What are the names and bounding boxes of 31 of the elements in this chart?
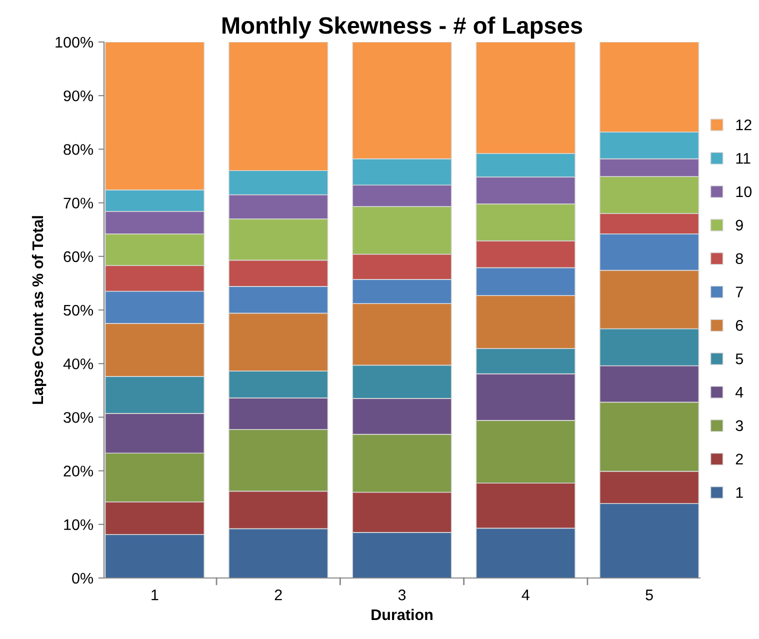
- y-tick-label: 80%: [64, 144, 94, 155]
- legend-label: 1: [736, 487, 743, 498]
- legend-label: 11: [736, 153, 750, 164]
- legend-label: 10: [736, 186, 752, 198]
- y-axis-title: Lapse Count as % of Total: [32, 216, 46, 404]
- x-tick-label: 1: [152, 590, 158, 600]
- legend-label: 9: [736, 220, 743, 231]
- legend-label: 12: [736, 120, 752, 130]
- legend-label: 8: [736, 253, 743, 264]
- legend-label: 4: [735, 387, 744, 398]
- y-tick-label: 10%: [64, 519, 94, 530]
- y-tick-label: 100%: [56, 36, 94, 48]
- x-tick-label: 2: [274, 590, 282, 600]
- legend-label: 7: [736, 286, 743, 298]
- legend-label: 6: [736, 320, 743, 331]
- legend-label: 5: [736, 354, 743, 364]
- y-tick-label: 0%: [72, 572, 94, 584]
- chart-title: Monthly Skewness - # of Lapses: [222, 16, 582, 39]
- x-axis-title: Duration: [372, 608, 432, 620]
- y-tick-label: 40%: [63, 358, 94, 370]
- y-tick-label: 90%: [64, 90, 94, 102]
- y-tick-label: 30%: [64, 412, 94, 423]
- legend-label: 2: [736, 454, 743, 464]
- legend-label: 3: [736, 420, 743, 432]
- x-tick-label: 5: [646, 590, 653, 600]
- y-tick-label: 20%: [64, 466, 94, 476]
- y-tick-label: 60%: [64, 251, 94, 262]
- y-tick-label: 50%: [64, 304, 94, 316]
- y-tick-label: 70%: [64, 198, 94, 208]
- x-tick-label: 3: [398, 590, 406, 600]
- x-tick-label: 4: [522, 590, 530, 600]
